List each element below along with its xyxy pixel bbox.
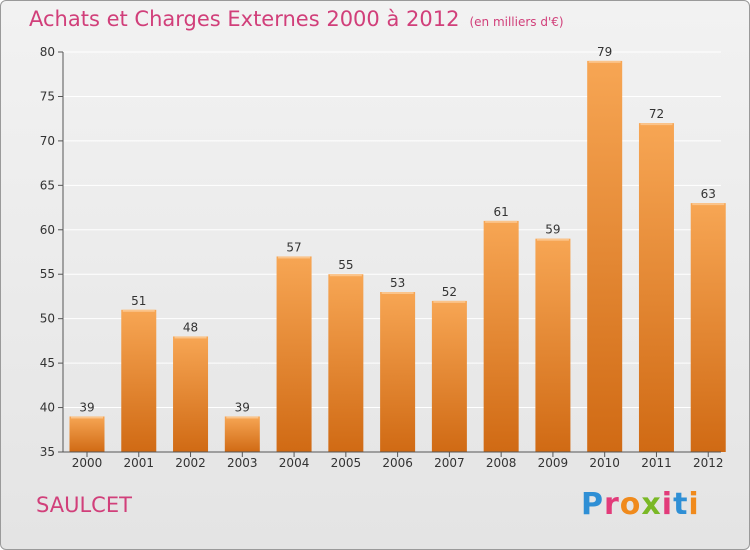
chart-unit: (en milliers d'€) [469, 15, 564, 29]
bar [431, 300, 467, 452]
bar-highlight [485, 220, 518, 223]
bar-highlight [329, 274, 362, 277]
y-tick-label: 50 [40, 312, 55, 326]
y-tick-label: 40 [40, 401, 55, 415]
data-labels: 39 51 48 39 57 55 53 52 61 59 79 72 63 [79, 45, 716, 415]
bar [276, 256, 312, 452]
y-tick-label: 80 [40, 45, 55, 59]
y-tick-label: 60 [40, 223, 55, 237]
x-tick-label: 2003 [227, 456, 258, 470]
data-label: 57 [286, 240, 301, 254]
bar [638, 123, 674, 452]
bar [535, 238, 571, 452]
logo-letter: r [604, 487, 620, 522]
x-tick-labels: 2000 2001 2002 2003 2004 2005 2006 2007 2008 2009… [72, 456, 724, 470]
x-tick-label: 2005 [331, 456, 362, 470]
x-tick-label: 2002 [175, 456, 206, 470]
x-tick-label: 2007 [434, 456, 465, 470]
data-label: 39 [235, 400, 250, 414]
bar-highlight [226, 416, 259, 419]
data-label: 61 [494, 205, 509, 219]
chart-title: Achats et Charges Externes 2000 à 2012 [29, 7, 460, 31]
x-tick-label: 2008 [486, 456, 517, 470]
x-tick-label: 2006 [382, 456, 413, 470]
bar [173, 336, 209, 452]
x-tick-label: 2004 [279, 456, 310, 470]
data-label: 79 [597, 45, 612, 59]
logo-letter: i [661, 487, 674, 522]
proxiti-logo: Proxiti [581, 487, 700, 522]
bar-highlight [122, 309, 155, 312]
logo-letter: i [688, 487, 700, 522]
place-name: SAULCET [36, 493, 132, 517]
data-label: 55 [338, 258, 353, 272]
bar [587, 60, 623, 453]
logo-letter: x [641, 487, 662, 522]
y-tick-label: 65 [40, 178, 55, 192]
x-tick-label: 2012 [693, 456, 724, 470]
y-tick-label: 75 [40, 89, 55, 103]
x-tick-label: 2010 [589, 456, 620, 470]
bar [328, 274, 364, 452]
y-tick-label: 35 [40, 445, 55, 459]
data-label: 51 [131, 294, 146, 308]
bars [69, 60, 726, 453]
bar-highlight [433, 300, 466, 303]
x-tick-label: 2011 [641, 456, 672, 470]
data-label: 72 [649, 107, 664, 121]
bar-highlight [174, 336, 207, 339]
data-label: 59 [545, 223, 560, 237]
bar-highlight [278, 256, 311, 259]
x-tick-label: 2001 [123, 456, 154, 470]
chart-title-block: Achats et Charges Externes 2000 à 2012 (e… [29, 7, 564, 31]
y-tick-labels: 35 40 45 50 55 60 65 70 75 80 [40, 45, 55, 459]
bar [121, 309, 157, 452]
data-label: 52 [442, 285, 457, 299]
bar [69, 416, 105, 452]
logo-letter: P [581, 487, 604, 522]
data-label: 53 [390, 276, 405, 290]
logo-letter: o [619, 487, 642, 522]
bar [483, 220, 519, 452]
bar-highlight [588, 60, 621, 63]
bar-highlight [381, 292, 414, 294]
y-tick-label: 70 [40, 134, 55, 148]
axes [58, 51, 721, 457]
bar [224, 416, 260, 452]
bar-highlight [692, 203, 725, 206]
bar [380, 292, 416, 452]
data-label: 48 [183, 320, 198, 334]
bar-highlight [536, 238, 569, 241]
bar-highlight [640, 123, 673, 126]
data-label: 63 [701, 187, 716, 201]
y-tick-label: 45 [40, 356, 55, 370]
x-tick-label: 2000 [72, 456, 103, 470]
y-tick-label: 55 [40, 267, 55, 281]
bar [690, 203, 726, 452]
logo-letter: t [673, 487, 689, 522]
bar-highlight [71, 416, 103, 419]
data-label: 39 [79, 400, 94, 414]
x-tick-label: 2009 [538, 456, 569, 470]
